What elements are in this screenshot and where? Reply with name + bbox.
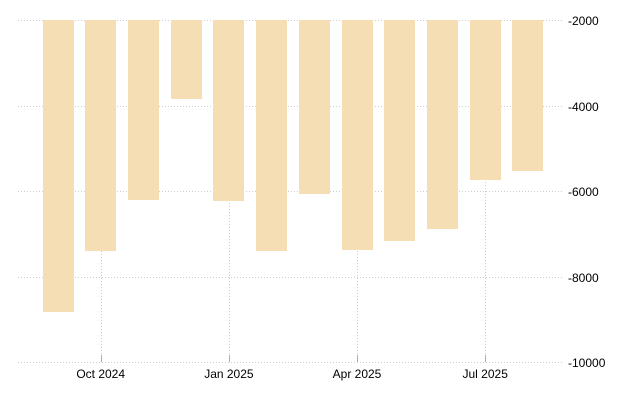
x-axis-tick bbox=[357, 355, 358, 362]
x-axis-label: Jul 2025 bbox=[462, 367, 508, 381]
h-gridline bbox=[18, 20, 563, 21]
h-gridline bbox=[18, 276, 563, 278]
bar-may-2025[interactable] bbox=[384, 20, 416, 241]
bar-sep-2024[interactable] bbox=[42, 20, 74, 313]
bar-jun-2025[interactable] bbox=[427, 20, 458, 229]
x-axis-tick bbox=[100, 355, 102, 362]
bar-jan-2025[interactable] bbox=[213, 20, 245, 201]
bar-jul-2025[interactable] bbox=[469, 20, 501, 180]
bar-oct-2024[interactable] bbox=[85, 20, 117, 252]
x-axis-label: Apr 2025 bbox=[332, 367, 382, 381]
bar-feb-2025[interactable] bbox=[256, 20, 288, 252]
y-axis-label: -10000 bbox=[568, 356, 606, 370]
bar-nov-2024[interactable] bbox=[127, 20, 159, 200]
v-gridline bbox=[485, 20, 487, 362]
bar-apr-2025[interactable] bbox=[341, 20, 373, 251]
y-axis-label: -8000 bbox=[568, 270, 599, 285]
bar-mar-2025[interactable] bbox=[298, 20, 330, 194]
bar-aug-2025[interactable] bbox=[512, 20, 544, 171]
x-axis-label: Oct 2024 bbox=[76, 367, 126, 381]
bar-dec-2024[interactable] bbox=[170, 20, 202, 99]
y-axis-label: -6000 bbox=[568, 185, 599, 199]
h-gridline bbox=[18, 105, 563, 107]
h-gridline bbox=[18, 362, 563, 363]
x-axis-tick bbox=[228, 355, 230, 362]
h-gridline bbox=[18, 191, 563, 192]
y-axis-label: -4000 bbox=[568, 99, 599, 114]
plot-area bbox=[18, 20, 563, 363]
y-axis-label: -2000 bbox=[568, 14, 599, 28]
x-axis-label: Jan 2025 bbox=[204, 367, 254, 381]
x-axis-tick bbox=[485, 355, 487, 362]
